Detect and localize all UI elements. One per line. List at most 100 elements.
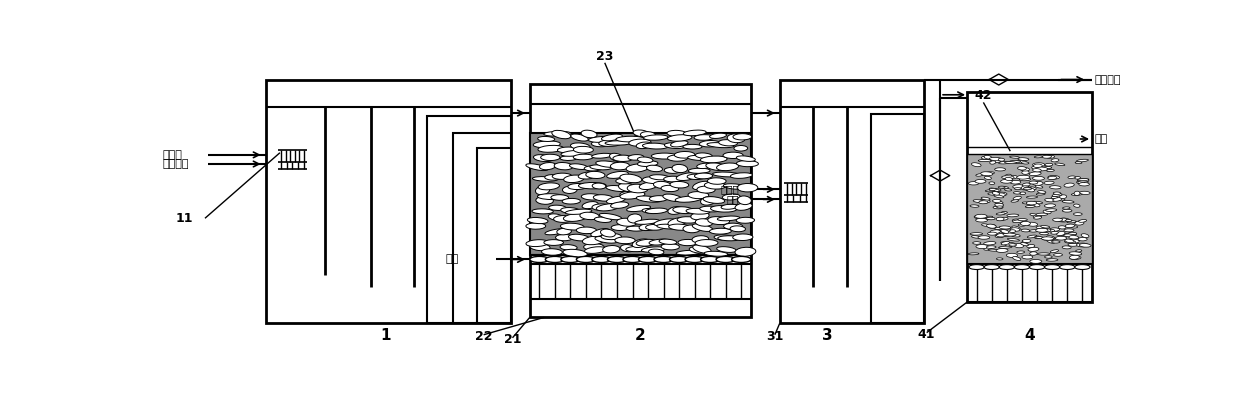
Ellipse shape <box>1009 160 1021 163</box>
Ellipse shape <box>1007 253 1018 257</box>
Ellipse shape <box>1045 209 1056 211</box>
Text: 待处理水: 待处理水 <box>162 159 190 169</box>
Ellipse shape <box>551 195 569 200</box>
Ellipse shape <box>1018 167 1027 170</box>
Circle shape <box>608 256 626 263</box>
Ellipse shape <box>1009 230 1016 232</box>
Ellipse shape <box>620 245 635 252</box>
Ellipse shape <box>983 242 996 245</box>
Ellipse shape <box>981 216 993 219</box>
Ellipse shape <box>1050 231 1058 234</box>
Ellipse shape <box>529 243 551 251</box>
Ellipse shape <box>1021 168 1029 171</box>
Ellipse shape <box>1045 163 1053 166</box>
Ellipse shape <box>1001 187 1008 189</box>
Ellipse shape <box>663 176 683 182</box>
Text: 42: 42 <box>975 89 992 102</box>
Ellipse shape <box>998 186 1006 188</box>
Ellipse shape <box>582 202 598 209</box>
Ellipse shape <box>1042 237 1054 240</box>
Ellipse shape <box>1078 179 1089 181</box>
Ellipse shape <box>626 205 651 211</box>
Ellipse shape <box>667 155 688 161</box>
Ellipse shape <box>1078 238 1087 241</box>
Ellipse shape <box>606 186 630 192</box>
Bar <box>967 154 1092 264</box>
Ellipse shape <box>1002 232 1008 234</box>
Ellipse shape <box>1075 221 1084 225</box>
Ellipse shape <box>703 197 724 204</box>
Ellipse shape <box>719 140 738 146</box>
Ellipse shape <box>579 183 606 189</box>
Ellipse shape <box>706 163 728 171</box>
Ellipse shape <box>996 193 1006 196</box>
Ellipse shape <box>717 163 739 171</box>
Ellipse shape <box>985 172 994 174</box>
Ellipse shape <box>994 202 1003 204</box>
Ellipse shape <box>595 236 618 243</box>
Ellipse shape <box>533 141 560 148</box>
Ellipse shape <box>594 217 611 223</box>
Ellipse shape <box>642 177 665 184</box>
Ellipse shape <box>646 225 663 230</box>
Ellipse shape <box>707 143 734 148</box>
Circle shape <box>999 265 1014 270</box>
Ellipse shape <box>591 204 610 210</box>
Ellipse shape <box>1069 252 1081 255</box>
Ellipse shape <box>1017 251 1024 253</box>
Text: 空气: 空气 <box>445 255 459 265</box>
Ellipse shape <box>627 214 641 223</box>
Ellipse shape <box>544 228 568 235</box>
Ellipse shape <box>993 189 1001 192</box>
Ellipse shape <box>675 152 694 158</box>
Ellipse shape <box>564 175 584 183</box>
Ellipse shape <box>976 245 988 249</box>
Ellipse shape <box>589 137 616 143</box>
Ellipse shape <box>1001 179 1012 183</box>
Ellipse shape <box>600 229 615 237</box>
Ellipse shape <box>1078 179 1089 182</box>
Ellipse shape <box>1069 232 1076 235</box>
Ellipse shape <box>1022 162 1029 164</box>
Ellipse shape <box>1060 195 1066 199</box>
Ellipse shape <box>582 130 596 138</box>
Ellipse shape <box>591 141 610 147</box>
Ellipse shape <box>595 161 620 168</box>
Ellipse shape <box>645 208 667 213</box>
Ellipse shape <box>1004 242 1016 246</box>
Ellipse shape <box>975 214 987 218</box>
Bar <box>967 92 1092 302</box>
Ellipse shape <box>975 179 986 183</box>
Ellipse shape <box>663 194 682 202</box>
Ellipse shape <box>642 143 668 149</box>
Ellipse shape <box>569 164 588 169</box>
Ellipse shape <box>650 175 670 180</box>
Ellipse shape <box>1040 226 1050 228</box>
Ellipse shape <box>591 153 613 158</box>
Ellipse shape <box>541 154 560 160</box>
Ellipse shape <box>996 217 1004 221</box>
Ellipse shape <box>688 192 709 199</box>
Ellipse shape <box>981 197 990 200</box>
Ellipse shape <box>1023 183 1030 187</box>
Ellipse shape <box>733 134 751 140</box>
Ellipse shape <box>988 182 994 185</box>
Ellipse shape <box>696 153 712 158</box>
Ellipse shape <box>985 176 992 179</box>
Ellipse shape <box>672 164 687 173</box>
Ellipse shape <box>665 143 686 148</box>
Ellipse shape <box>1035 228 1048 232</box>
Ellipse shape <box>692 236 709 243</box>
Ellipse shape <box>688 155 713 160</box>
Ellipse shape <box>996 249 1008 252</box>
Circle shape <box>529 256 549 263</box>
Ellipse shape <box>1052 241 1060 243</box>
Ellipse shape <box>687 174 704 179</box>
Ellipse shape <box>1042 155 1052 158</box>
Ellipse shape <box>538 137 554 141</box>
Ellipse shape <box>1038 190 1045 193</box>
Ellipse shape <box>973 200 983 203</box>
Ellipse shape <box>667 130 687 137</box>
Ellipse shape <box>563 213 587 221</box>
Ellipse shape <box>1002 230 1013 234</box>
